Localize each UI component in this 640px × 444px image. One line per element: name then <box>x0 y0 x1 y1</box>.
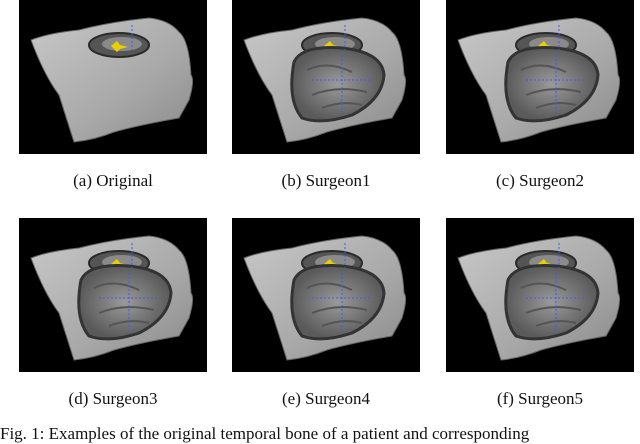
subfigure-label: (e) Surgeon4 <box>282 389 370 408</box>
drilled-cavity <box>290 46 386 123</box>
drilled-cavity <box>504 264 600 341</box>
subfigure-label: (c) Surgeon2 <box>496 171 584 190</box>
temporal-bone-surface <box>30 17 194 143</box>
drilled-cavity <box>77 264 173 341</box>
subfigure-label: (b) Surgeon1 <box>281 171 371 190</box>
panel-image-e <box>232 218 420 372</box>
subfigure-label: (a) Original <box>73 171 153 190</box>
subfigure-label: (f) Surgeon5 <box>496 389 584 408</box>
drilled-cavity <box>504 46 600 123</box>
panel-image-b <box>232 0 420 154</box>
subfigure-label: (d) Surgeon3 <box>68 389 158 408</box>
panel-image-c <box>446 0 634 154</box>
drilled-cavity <box>290 264 386 341</box>
yellow-marker <box>111 41 128 52</box>
figure-caption: Fig. 1: Examples of the original tempora… <box>0 424 530 443</box>
panel-image-d <box>19 218 207 372</box>
panel-image-f <box>446 218 634 372</box>
panel-image-a <box>19 0 207 154</box>
